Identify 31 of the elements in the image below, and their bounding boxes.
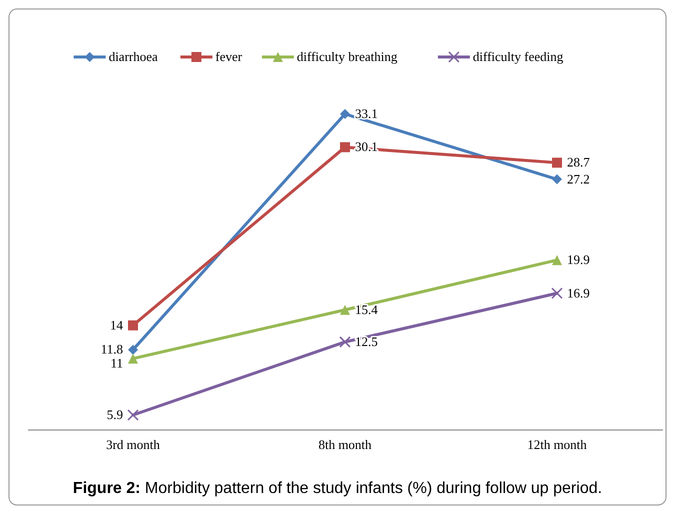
data-label: 27.2 [567, 171, 590, 186]
data-label: 12.5 [355, 334, 378, 349]
data-label: 11 [110, 356, 123, 371]
legend-label: diarrhoea [108, 49, 158, 64]
x-tick-label: 12th month [527, 437, 588, 452]
point [128, 344, 138, 355]
point [552, 158, 562, 168]
point [551, 288, 563, 300]
data-label: 16.9 [567, 285, 590, 300]
data-label: 33.1 [355, 106, 378, 121]
point [552, 174, 562, 184]
legend-label: difficulty feeding [472, 49, 564, 64]
x-tick-label: 8th month [318, 437, 372, 452]
data-label: 28.7 [567, 154, 590, 170]
data-label: 19.9 [567, 252, 590, 268]
legend-label: difficulty breathing [296, 49, 398, 64]
text: Figure 2: Morbidity pattern of the study infants (%) during follow up period. [72, 480, 602, 497]
data-label: 5.9 [106, 407, 123, 422]
point [340, 304, 350, 315]
x-tick-label: 3rd month [106, 437, 160, 452]
data-label: 11.8 [100, 342, 123, 357]
data-label: 15.4 [355, 302, 378, 317]
point [552, 255, 562, 266]
point [127, 409, 139, 421]
data-label: 14 [110, 317, 124, 332]
legend-label: fever [215, 49, 243, 64]
point [128, 320, 138, 330]
point [340, 109, 350, 119]
point [340, 142, 350, 152]
point [128, 354, 138, 364]
point [339, 336, 351, 348]
